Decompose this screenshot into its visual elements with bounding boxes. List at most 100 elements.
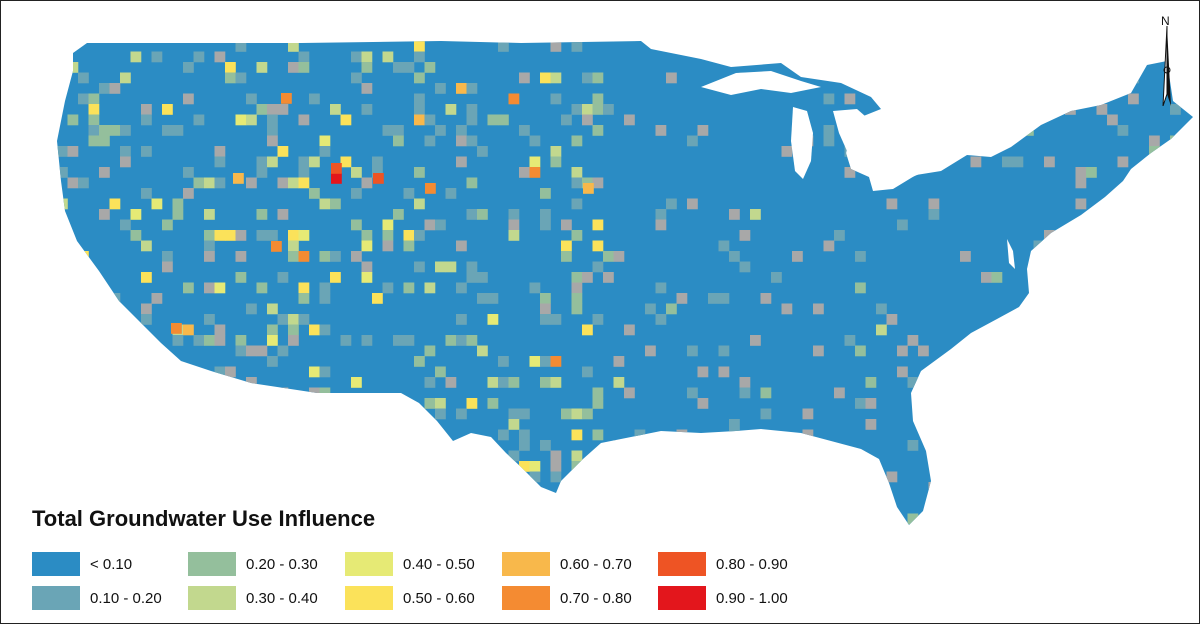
grid-cell xyxy=(57,146,68,157)
grid-cell xyxy=(435,408,446,420)
grid-cell xyxy=(309,324,320,336)
grid-cell xyxy=(1128,177,1139,189)
grid-cell xyxy=(540,356,551,367)
grid-cell xyxy=(435,219,446,231)
grid-cell xyxy=(319,366,331,378)
grid-cell xyxy=(351,482,362,493)
legend-item: 0.20 - 0.30 xyxy=(188,551,318,577)
grid-cell xyxy=(445,335,457,346)
grid-cell xyxy=(508,408,520,420)
grid-cell xyxy=(267,324,278,336)
grid-cell xyxy=(403,240,415,252)
grid-cell xyxy=(792,440,803,451)
grid-cell xyxy=(67,377,79,388)
grid-cell xyxy=(57,440,68,451)
grid-cell xyxy=(865,398,877,409)
grid-cell xyxy=(235,429,247,441)
legend-swatch xyxy=(345,586,393,610)
grid-cell xyxy=(309,366,320,378)
grid-cell xyxy=(88,135,100,147)
grid-cell xyxy=(561,513,572,525)
grid-cell xyxy=(319,251,331,262)
grid-cell xyxy=(151,366,163,378)
grid-cell xyxy=(330,272,341,283)
grid-cell xyxy=(183,188,194,199)
grid-cell xyxy=(298,251,310,262)
grid-cell xyxy=(99,366,110,378)
grid-cell xyxy=(267,156,278,168)
grid-cell xyxy=(823,240,835,252)
legend-swatch xyxy=(502,552,550,576)
grid-cell xyxy=(876,324,887,336)
grid-cell xyxy=(1149,167,1160,178)
grid-cell xyxy=(424,282,436,294)
grid-cell xyxy=(120,461,131,472)
grid-cell xyxy=(466,335,478,346)
grid-cell xyxy=(529,167,541,178)
grid-cell xyxy=(414,93,425,105)
grid-cell xyxy=(319,429,331,441)
grid-cell xyxy=(624,114,635,126)
grid-cell xyxy=(225,72,236,84)
grid-cell xyxy=(162,104,173,115)
grid-cell xyxy=(246,303,257,315)
grid-cell xyxy=(466,398,478,409)
grid-cell xyxy=(256,230,268,241)
grid-cell xyxy=(582,513,593,525)
grid-cell xyxy=(886,471,898,483)
grid-cell xyxy=(834,230,845,241)
grid-cell xyxy=(183,167,194,178)
grid-cell xyxy=(1149,135,1160,147)
grid-cell xyxy=(739,230,751,241)
legend-item: 0.80 - 0.90 xyxy=(658,551,788,577)
grid-cell xyxy=(571,41,583,52)
grid-cell xyxy=(435,83,446,94)
grid-cell xyxy=(508,450,520,462)
grid-cell xyxy=(571,198,583,210)
grid-cell xyxy=(361,272,373,283)
grid-cell xyxy=(78,387,89,399)
grid-cell xyxy=(267,303,278,315)
grid-cell xyxy=(88,93,100,105)
grid-cell xyxy=(162,251,173,262)
grid-cell xyxy=(414,51,425,63)
grid-cell xyxy=(729,471,740,483)
grid-cell xyxy=(844,335,856,346)
grid-cell xyxy=(1096,366,1108,378)
grid-cell xyxy=(739,524,751,525)
grid-cell xyxy=(813,303,824,315)
grid-cell xyxy=(519,440,530,451)
grid-cell xyxy=(267,335,278,346)
grid-cell xyxy=(298,429,310,441)
grid-cell xyxy=(540,314,551,325)
grid-cell xyxy=(466,135,478,147)
grid-cell xyxy=(319,387,331,399)
grid-cell xyxy=(361,471,373,483)
grid-cell xyxy=(78,482,89,493)
grid-cell xyxy=(571,482,583,493)
grid-cell xyxy=(382,240,394,252)
grid-cell xyxy=(729,461,740,472)
grid-cell xyxy=(466,177,478,189)
grid-cell xyxy=(855,345,866,357)
grid-cell xyxy=(256,209,268,220)
grid-cell xyxy=(897,219,908,231)
grid-cell xyxy=(67,440,79,451)
grid-cell xyxy=(246,387,257,399)
lake-ontario xyxy=(969,143,1007,155)
grid-cell xyxy=(592,524,604,525)
grid-cell xyxy=(246,419,257,430)
grid-cell xyxy=(298,51,310,63)
grid-cell xyxy=(319,324,331,336)
grid-cell xyxy=(351,219,362,231)
grid-cell xyxy=(1107,114,1118,126)
grid-cell xyxy=(550,356,562,367)
grid-cell xyxy=(435,261,446,273)
grid-cell xyxy=(466,272,478,283)
grid-cell xyxy=(141,104,152,115)
grid-cell xyxy=(1065,104,1076,115)
grid-cell xyxy=(613,251,625,262)
grid-cell xyxy=(802,513,814,525)
grid-cell xyxy=(172,209,184,220)
grid-cell xyxy=(393,125,404,136)
